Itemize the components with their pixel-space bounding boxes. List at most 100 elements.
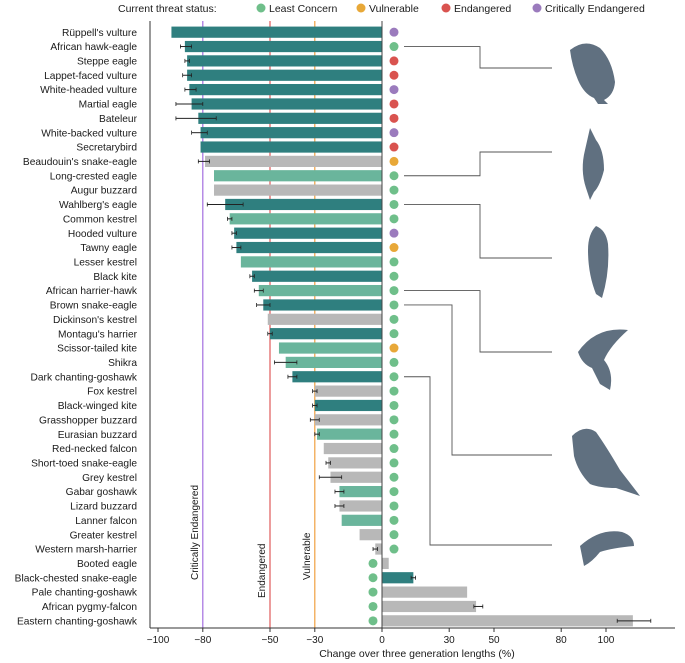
status-dot-14 — [389, 228, 399, 238]
x-axis-title: Change over three generation lengths (%) — [319, 648, 515, 660]
bar-7 — [200, 127, 382, 139]
species-label-41: Eastern chanting-goshawk — [17, 616, 138, 627]
bar-21 — [270, 328, 382, 340]
crested-eagle-silhouette-icon — [582, 128, 604, 200]
species-label-37: Booted eagle — [77, 559, 137, 570]
species-label-6: Bateleur — [99, 114, 138, 125]
species-labels: Rüppell's vulture African hawk-eagle Stepp… — [15, 28, 138, 628]
status-dot-25 — [389, 386, 399, 396]
species-label-33: Lizard buzzard — [70, 502, 137, 513]
status-dots — [368, 27, 399, 626]
bar-15 — [236, 241, 382, 254]
bar-10 — [214, 170, 382, 182]
x-tick-label-5: 30 — [444, 635, 456, 646]
bar-28 — [317, 428, 382, 440]
status-dot-1 — [389, 42, 399, 52]
bars — [171, 26, 633, 627]
status-dot-27 — [389, 415, 399, 425]
bar-35 — [359, 529, 382, 541]
silhouette-connector-5 — [404, 376, 552, 546]
species-label-1: African hawk-eagle — [50, 42, 137, 53]
bar-3 — [187, 69, 382, 81]
status-dot-36 — [389, 544, 399, 554]
eagle-silhouette-icon — [570, 43, 615, 104]
status-dot-21 — [389, 329, 399, 339]
status-dot-26 — [389, 400, 399, 410]
bar-29 — [323, 442, 382, 455]
silhouette-connector-4 — [404, 304, 552, 456]
bar-2 — [187, 55, 382, 67]
goshawk-silhouette-icon — [580, 531, 634, 566]
status-dot-10 — [389, 171, 399, 181]
status-dot-20 — [389, 314, 399, 324]
legend-swatch-1 — [356, 3, 366, 13]
species-label-21: Montagu's harrier — [58, 329, 138, 340]
bar-30 — [328, 457, 382, 469]
status-dot-7 — [389, 128, 399, 138]
species-label-36: Western marsh-harrier — [35, 545, 137, 556]
species-label-25: Fox kestrel — [87, 387, 137, 398]
threshold-label-0: Critically Endangered — [190, 485, 201, 580]
species-label-30: Short-toed snake-eagle — [31, 458, 137, 469]
legend-title: Current threat status: — [118, 3, 217, 15]
species-label-2: Steppe eagle — [77, 56, 137, 67]
flying-harrier-hawk-silhouette-icon — [578, 329, 628, 390]
snake-eagle-silhouette-icon — [572, 428, 640, 496]
species-label-15: Tawny eagle — [80, 243, 137, 254]
status-dot-33 — [389, 501, 399, 511]
bar-40 — [382, 600, 477, 613]
species-label-31: Grey kestrel — [82, 473, 137, 484]
status-dot-29 — [389, 444, 399, 454]
status-dot-31 — [389, 472, 399, 482]
silhouette-connector-0 — [404, 46, 552, 69]
status-dot-0 — [389, 27, 399, 37]
legend-swatch-0 — [256, 3, 266, 13]
x-tick-label-7: 80 — [556, 635, 568, 646]
species-label-3: Lappet-faced vulture — [44, 71, 137, 82]
x-tick-label-8: 100 — [598, 635, 615, 646]
legend-items: Least Concern Vulnerable Endangered Critica… — [256, 3, 645, 15]
status-dot-40 — [368, 601, 378, 611]
legend-item-2: Endangered — [454, 3, 511, 15]
threshold-label-1: Endangered — [257, 544, 268, 599]
status-dot-18 — [389, 286, 399, 296]
status-dot-23 — [389, 357, 399, 367]
status-dot-9 — [389, 156, 399, 166]
status-dot-16 — [389, 257, 399, 267]
bar-9 — [205, 155, 382, 167]
species-label-7: White-backed vulture — [41, 128, 137, 139]
species-label-27: Grasshopper buzzard — [39, 415, 137, 426]
status-dot-15 — [389, 243, 399, 253]
bar-20 — [267, 313, 382, 325]
species-label-23: Shikra — [108, 358, 137, 369]
legend-item-0: Least Concern — [269, 3, 337, 15]
species-label-19: Brown snake-eagle — [50, 301, 138, 312]
status-dot-30 — [389, 458, 399, 468]
bar-4 — [189, 84, 382, 96]
status-dot-41 — [368, 616, 378, 626]
bar-1 — [184, 40, 382, 53]
species-label-40: African pygmy-falcon — [42, 602, 137, 613]
bar-34 — [341, 514, 382, 526]
bar-41 — [382, 615, 633, 627]
x-tick-label-6: 50 — [488, 635, 500, 646]
bar-8 — [200, 141, 382, 153]
bar-32 — [339, 486, 382, 498]
status-dot-3 — [389, 70, 399, 80]
legend-swatch-2 — [441, 3, 451, 13]
species-label-18: African harrier-hawk — [46, 286, 138, 297]
bar-6 — [198, 112, 382, 124]
species-label-13: Common kestrel — [63, 214, 137, 225]
x-axis: −100 −80 −50 −30 0 30 50 80 100 — [147, 21, 675, 646]
bird-silhouettes — [404, 43, 640, 566]
silhouette-connector-1 — [404, 151, 552, 177]
status-dot-38 — [368, 573, 378, 583]
legend-item-1: Vulnerable — [369, 3, 419, 15]
bar-18 — [258, 285, 382, 297]
status-dot-19 — [389, 300, 399, 310]
bar-27 — [314, 414, 382, 426]
status-dot-34 — [389, 515, 399, 525]
species-label-9: Beaudouin's snake-eagle — [23, 157, 137, 168]
perched-eagle-silhouette-icon — [588, 226, 609, 298]
